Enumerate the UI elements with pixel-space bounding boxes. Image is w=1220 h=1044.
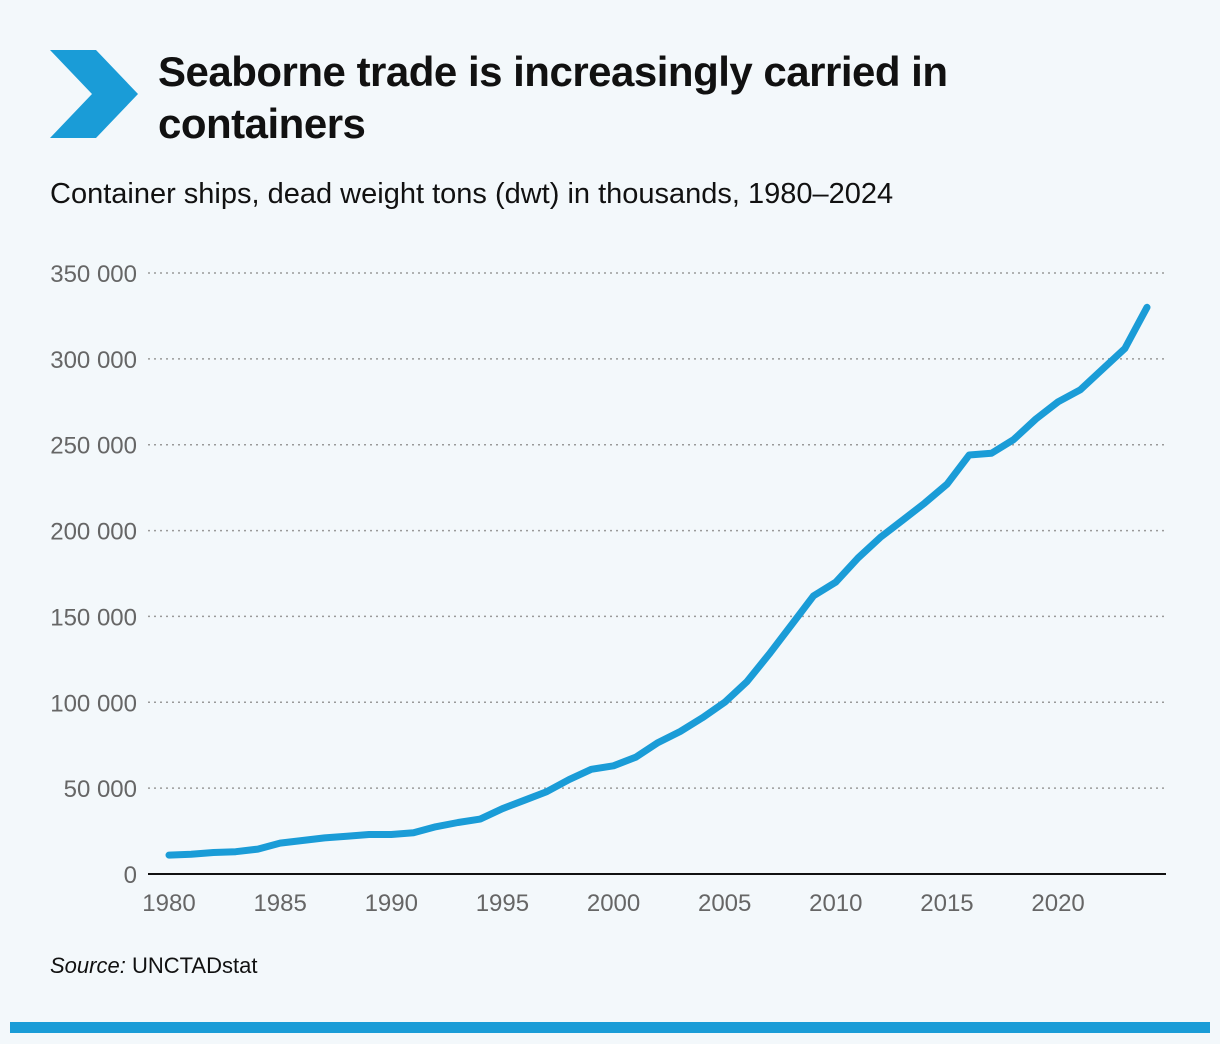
x-tick-label: 1980 [142, 890, 195, 917]
series-line-container-dwt [165, 303, 1151, 859]
y-tick-label: 50 000 [64, 776, 137, 803]
y-tick-label: 350 000 [50, 261, 137, 288]
x-tick-label: 2020 [1031, 890, 1084, 917]
source-text: UNCTADstat [125, 953, 258, 978]
x-tick-label: 2010 [809, 890, 862, 917]
y-tick-label: 150 000 [50, 604, 137, 631]
x-axis-ticks: 1980 1985 1990 1995 2000 2005 2010 2015 2020 [142, 890, 1084, 917]
y-tick-label: 300 000 [50, 347, 137, 374]
y-tick-label: 0 [124, 862, 137, 889]
x-tick-label: 2005 [698, 890, 751, 917]
footer-accent-bar [10, 1022, 1210, 1033]
y-tick-label: 200 000 [50, 519, 137, 546]
chevron-right-icon [50, 50, 138, 138]
x-tick-label: 1985 [253, 890, 306, 917]
chart-subtitle: Container ships, dead weight tons (dwt) … [50, 178, 894, 210]
x-tick-label: 2015 [920, 890, 973, 917]
x-tick-label: 2000 [587, 890, 640, 917]
x-tick-label: 1990 [365, 890, 418, 917]
line-chart: 0 50 000 100 000 150 000 200 000 250 000 300 0… [50, 261, 1166, 917]
gridlines [148, 272, 1166, 789]
chart-title: Seaborne trade is increasingly carried i… [158, 48, 948, 147]
x-tick-label: 1995 [476, 890, 529, 917]
source-note: Source: UNCTADstat [50, 953, 257, 979]
y-axis-ticks: 0 50 000 100 000 150 000 200 000 250 000 300 0… [50, 261, 137, 889]
source-label: Source: [50, 953, 126, 978]
y-tick-label: 250 000 [50, 433, 137, 460]
y-tick-label: 100 000 [50, 690, 137, 717]
